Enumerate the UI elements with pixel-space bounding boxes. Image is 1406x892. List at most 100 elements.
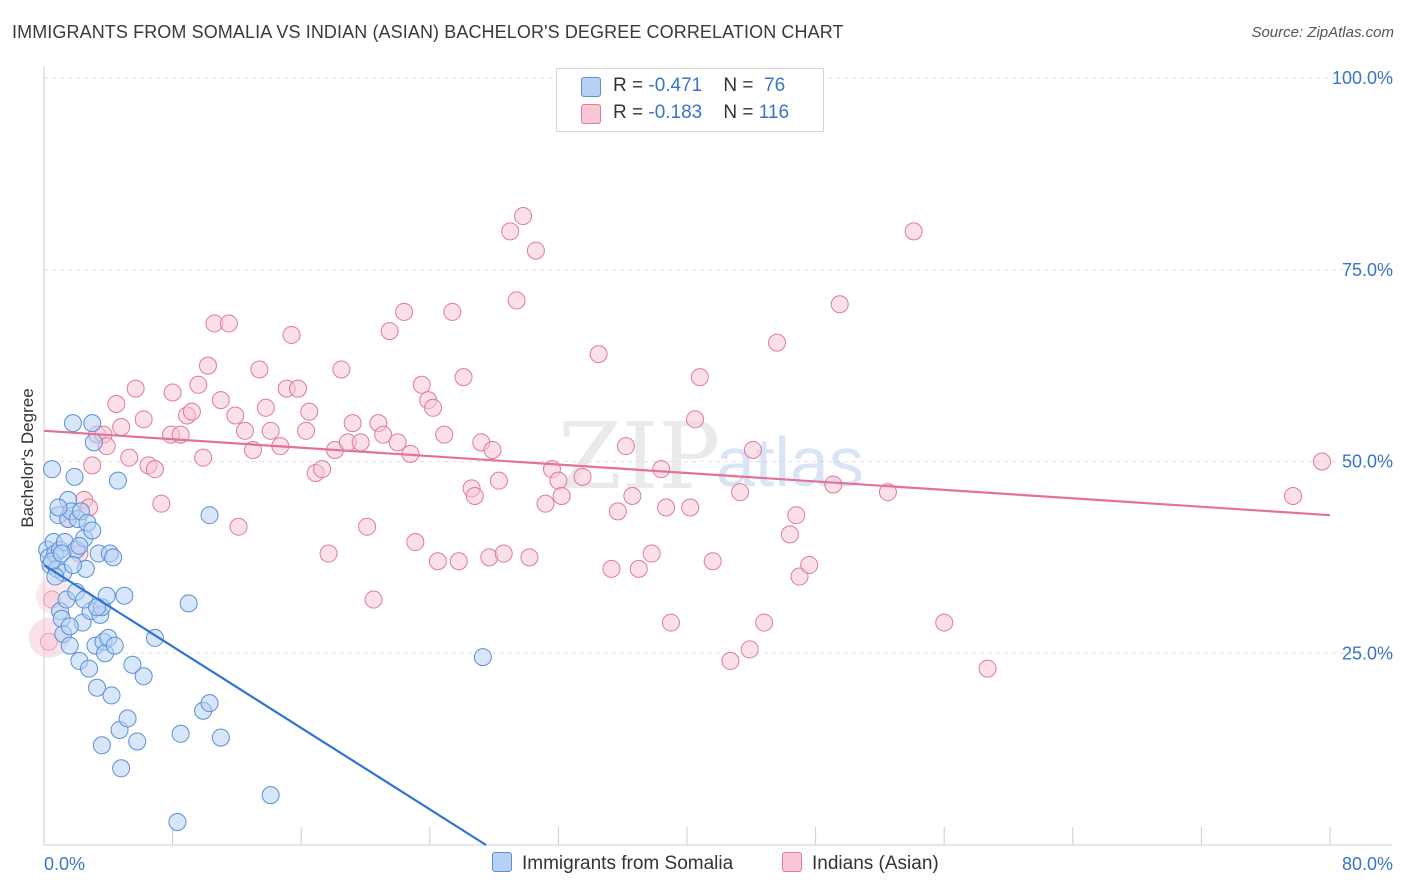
somalia-point — [179, 594, 198, 613]
somalia-point — [83, 521, 102, 540]
indians-point — [395, 302, 414, 321]
bottom-legend-swatch-indians — [782, 852, 802, 872]
somalia-point — [123, 655, 142, 674]
legend-box: R = -0.471 N = 76 R = -0.183 N = 116 — [556, 68, 824, 132]
indians-point — [435, 425, 454, 444]
bottom-legend-indians: Indians (Asian) — [782, 852, 939, 875]
somalia-point — [134, 667, 153, 686]
indians-point — [454, 368, 473, 387]
indians-point — [494, 544, 513, 563]
indians-point — [374, 425, 393, 444]
indians-point — [755, 613, 774, 632]
somalia-point — [200, 694, 219, 713]
somalia-point — [104, 548, 123, 567]
somalia-point — [49, 498, 68, 517]
indians-point — [134, 410, 153, 429]
indians-point — [235, 421, 254, 440]
pink-series-points — [28, 207, 1331, 678]
x-tick-label-max: 80.0% — [1342, 854, 1393, 874]
indians-point — [261, 421, 280, 440]
legend-n-label: N = — [723, 75, 759, 96]
indians-point — [652, 460, 671, 479]
indians-point — [721, 651, 740, 670]
indians-point — [107, 394, 126, 413]
somalia-point — [88, 678, 107, 697]
somalia-point — [80, 659, 99, 678]
indians-point — [313, 460, 332, 479]
indians-point — [824, 475, 843, 494]
indians-point — [904, 222, 923, 241]
indians-point — [465, 487, 484, 506]
somalia-point — [52, 544, 71, 563]
somalia-point — [105, 636, 124, 655]
indians-point — [608, 502, 627, 521]
legend-swatch-somalia — [581, 77, 601, 97]
indians-point — [507, 291, 526, 310]
somalia-point — [43, 460, 62, 479]
blue-series-points — [38, 414, 492, 831]
indians-point — [661, 613, 680, 632]
y-tick-label: 75.0% — [1342, 260, 1393, 280]
indians-point — [552, 487, 571, 506]
indians-point — [406, 533, 425, 552]
indians-point — [573, 467, 592, 486]
legend-r-label: R = — [613, 102, 649, 123]
indians-point — [443, 302, 462, 321]
indians-point — [740, 640, 759, 659]
indians-point — [657, 498, 676, 517]
indians-point — [978, 659, 997, 678]
y-tick-label: 25.0% — [1342, 643, 1393, 663]
indians-point — [616, 437, 635, 456]
indians-point — [514, 207, 533, 226]
somalia-point — [211, 728, 230, 747]
indians-point — [428, 552, 447, 571]
indians-point — [319, 544, 338, 563]
y-axis-label: Bachelor's Degree — [18, 388, 37, 528]
indians-point — [520, 548, 539, 567]
bottom-legend-label-somalia: Immigrants from Somalia — [522, 853, 734, 874]
indians-point — [743, 440, 762, 459]
indians-point — [152, 494, 171, 513]
somalia-point — [60, 617, 79, 636]
indians-point — [878, 483, 897, 502]
watermark: ZIP atlas — [558, 403, 864, 510]
indians-point — [424, 398, 443, 417]
legend-n-value-somalia: 76 — [764, 75, 786, 96]
indians-point — [351, 433, 370, 452]
indians-trend-line — [43, 429, 1331, 517]
indians-point — [449, 552, 468, 571]
indians-point — [282, 325, 301, 344]
indians-point — [629, 559, 648, 578]
somalia-trend-line — [43, 564, 487, 846]
y-tick-label: 100.0% — [1332, 68, 1393, 88]
indians-point — [681, 498, 700, 517]
indians-point — [790, 567, 809, 586]
legend-n-label: N = — [723, 102, 759, 123]
tick-labels: 25.0% 50.0% 75.0% 100.0% 0.0% 80.0% — [44, 68, 1393, 874]
somalia-point — [108, 471, 127, 490]
indians-point — [145, 460, 164, 479]
indians-point — [935, 613, 954, 632]
x-tick-label-min: 0.0% — [44, 854, 85, 874]
indians-point — [364, 590, 383, 609]
indians-point — [1312, 452, 1331, 471]
indians-point — [412, 375, 431, 394]
indians-point — [300, 402, 319, 421]
somalia-point — [63, 556, 82, 575]
indians-point — [388, 433, 407, 452]
indians-point — [250, 360, 269, 379]
indians-point — [768, 333, 787, 352]
indians-point — [120, 448, 139, 467]
indians-point — [226, 406, 245, 425]
indians-point — [182, 402, 201, 421]
indians-point — [526, 241, 545, 260]
legend-r-value-somalia: -0.471 — [648, 75, 703, 96]
y-tick-label: 50.0% — [1342, 452, 1393, 472]
indians-point — [198, 356, 217, 375]
somalia-point — [60, 636, 79, 655]
indians-point — [332, 360, 351, 379]
somalia-point — [92, 736, 111, 755]
somalia-point — [65, 467, 84, 486]
somalia-point — [83, 414, 102, 433]
